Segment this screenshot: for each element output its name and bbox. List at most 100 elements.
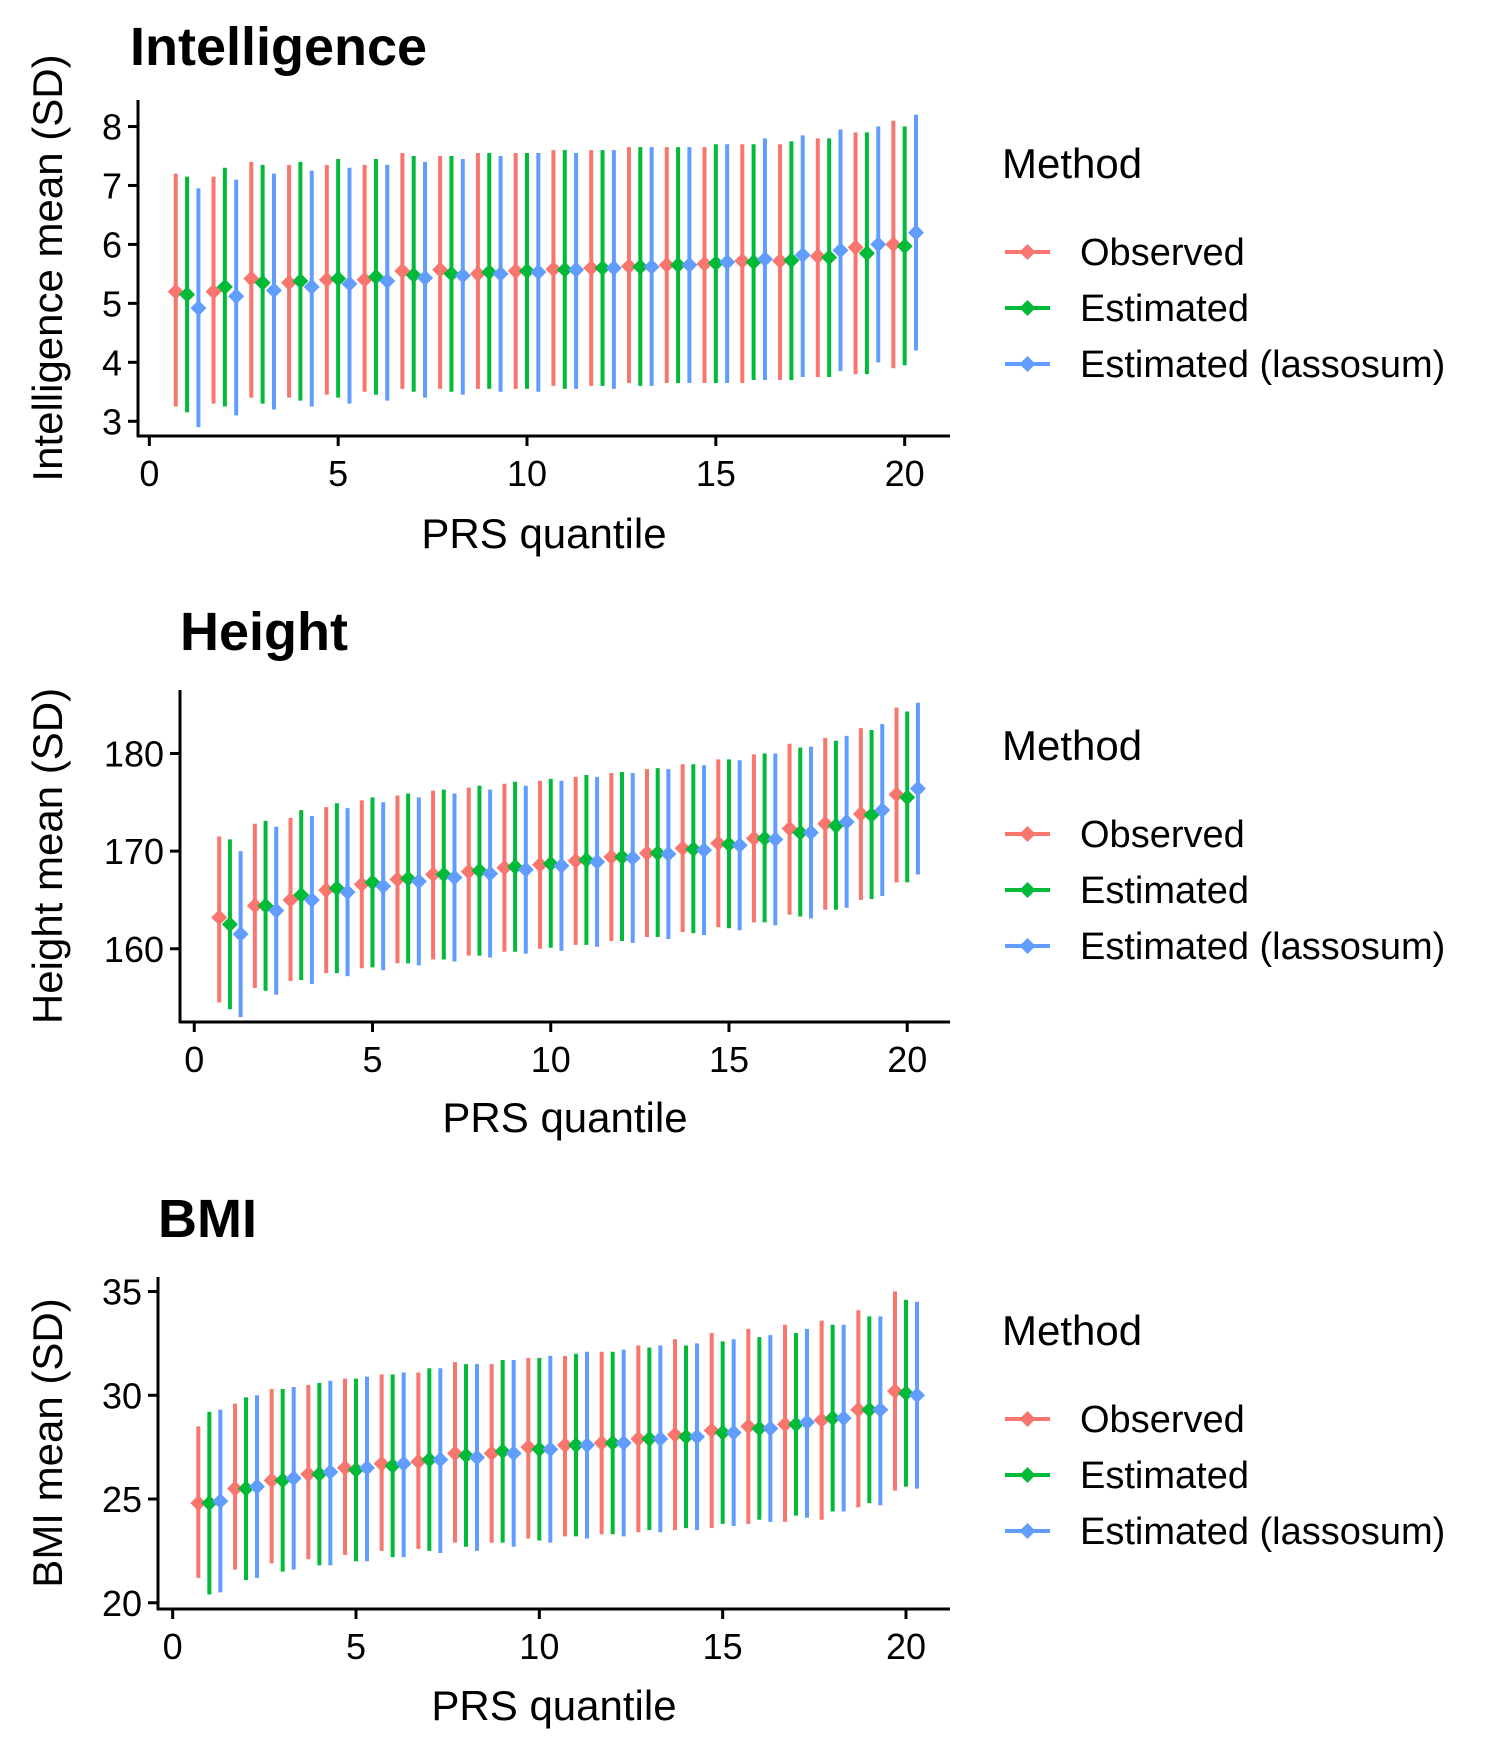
- mean-point: [734, 252, 751, 269]
- mean-point: [568, 1437, 584, 1454]
- mean-point: [731, 837, 748, 854]
- y-tick-label: 30: [102, 1375, 142, 1416]
- mean-point: [263, 1472, 280, 1489]
- x-tick-label: 20: [886, 1626, 926, 1667]
- mean-point: [777, 1416, 793, 1433]
- mean-point: [469, 265, 486, 282]
- mean-point: [190, 1495, 207, 1512]
- mean-point: [667, 1426, 683, 1443]
- x-tick-label: 15: [709, 1039, 749, 1080]
- legend-key-point: [1019, 1523, 1036, 1539]
- x-axis-title: PRS quantile: [421, 510, 666, 557]
- mean-point: [594, 260, 611, 276]
- mean-point: [821, 249, 838, 266]
- x-tick-label: 10: [531, 1039, 571, 1080]
- mean-point: [579, 1437, 595, 1454]
- y-axis-title: Intelligence mean (SD): [24, 54, 71, 481]
- mean-point: [783, 252, 800, 269]
- legend-title: Method: [1002, 1307, 1142, 1354]
- legend-label: Estimated: [1080, 870, 1249, 912]
- legend-label: Estimated (lassosum): [1080, 926, 1445, 968]
- mean-point: [432, 1451, 449, 1468]
- mean-point: [632, 258, 649, 275]
- mean-point: [322, 1464, 339, 1481]
- legend-label: Estimated: [1080, 1455, 1249, 1497]
- mean-point: [630, 1430, 647, 1447]
- series-estimated: [221, 711, 916, 1010]
- mean-point: [232, 926, 249, 943]
- mean-point: [318, 882, 335, 899]
- mean-point: [568, 261, 585, 278]
- mean-point: [604, 1435, 621, 1451]
- x-tick-label: 5: [362, 1039, 382, 1080]
- y-tick-label: 5: [102, 283, 122, 324]
- mean-point: [190, 300, 207, 317]
- legend-label: Estimated (lassosum): [1080, 1511, 1445, 1553]
- mean-point: [417, 270, 434, 287]
- mean-point: [649, 845, 666, 862]
- x-axis-title: PRS quantile: [431, 1682, 676, 1729]
- legend-key-point: [1019, 300, 1036, 316]
- mean-point: [483, 1445, 500, 1462]
- series-estimated-lassosum: [190, 114, 925, 428]
- legend-item: Estimated (lassosum): [1005, 926, 1445, 968]
- mean-point: [249, 1478, 265, 1495]
- mean-point: [254, 274, 271, 291]
- mean-point: [870, 236, 887, 253]
- mean-point: [696, 255, 713, 272]
- mean-point: [557, 1437, 573, 1454]
- y-axis-title: Height mean (SD): [24, 688, 71, 1024]
- mean-point: [802, 824, 819, 841]
- mean-point: [643, 258, 660, 275]
- legend-key-point: [1019, 356, 1036, 372]
- mean-point: [469, 1449, 485, 1466]
- y-tick-label: 170: [104, 831, 164, 872]
- x-tick-label: 0: [139, 453, 159, 494]
- mean-point: [603, 848, 620, 865]
- legend-item: Estimated (lassosum): [1005, 344, 1445, 386]
- series-observed: [211, 707, 905, 1003]
- y-tick-label: 35: [102, 1272, 142, 1313]
- mean-point: [205, 283, 222, 300]
- mean-point: [179, 286, 196, 303]
- mean-point: [356, 271, 373, 288]
- legend-key-point: [1019, 938, 1036, 954]
- mean-point: [318, 271, 335, 288]
- mean-point: [899, 789, 916, 806]
- mean-point: [238, 1480, 254, 1497]
- mean-point: [660, 846, 677, 863]
- y-tick-label: 25: [102, 1479, 142, 1520]
- mean-point: [405, 267, 422, 284]
- legend-label: Estimated: [1080, 288, 1249, 330]
- mean-point: [447, 1445, 463, 1462]
- mean-point: [410, 1453, 427, 1470]
- mean-point: [395, 1455, 412, 1472]
- mean-point: [228, 288, 245, 305]
- mean-point: [872, 1401, 889, 1418]
- mean-point: [303, 891, 320, 908]
- mean-point: [281, 274, 298, 291]
- mean-point: [348, 1461, 364, 1478]
- mean-point: [620, 258, 637, 275]
- y-tick-label: 4: [102, 342, 122, 383]
- mean-point: [678, 1428, 694, 1445]
- mean-point: [638, 845, 655, 862]
- legend-key-point: [1019, 882, 1036, 898]
- legend-key-point: [1019, 244, 1036, 260]
- mean-point: [685, 841, 702, 858]
- mean-point: [517, 861, 534, 878]
- mean-point: [216, 278, 233, 295]
- mean-point: [898, 1385, 914, 1402]
- x-tick-label: 10: [519, 1626, 559, 1667]
- mean-point: [519, 262, 536, 279]
- mean-point: [578, 851, 595, 868]
- legend-item: Estimated: [1005, 288, 1249, 330]
- mean-point: [703, 1422, 720, 1439]
- mean-point: [274, 1472, 291, 1489]
- mean-point: [530, 264, 547, 281]
- series-observed: [167, 120, 902, 407]
- series-estimated: [201, 1299, 914, 1595]
- mean-point: [908, 224, 925, 241]
- legend: Method Observed Estimated Estimated (lassos…: [1002, 1307, 1445, 1553]
- chart-title: Height: [180, 602, 348, 662]
